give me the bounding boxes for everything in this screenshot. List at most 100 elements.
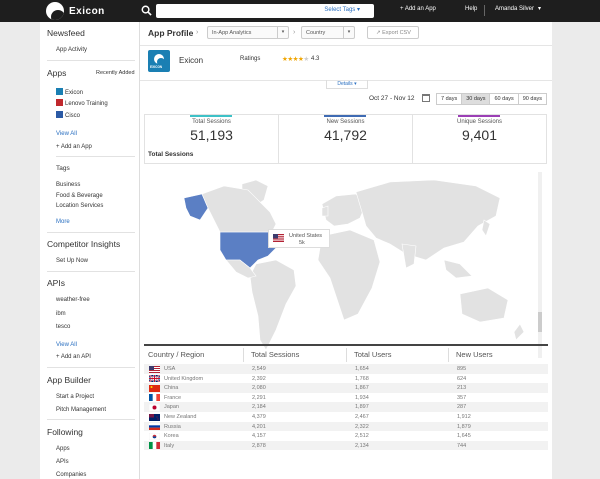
us-flag-icon <box>149 365 160 373</box>
table-row[interactable]: France 2,291 1,934 357 <box>144 393 548 403</box>
table-row[interactable]: Japan 2,184 1,897 287 <box>144 402 548 412</box>
sidebar-heading-apis[interactable]: APIs <box>47 278 65 288</box>
details-label: Details <box>337 81 353 87</box>
table-row[interactable]: Korea 4,157 2,512 1,645 <box>144 431 548 441</box>
cn-flag-icon <box>149 384 160 392</box>
canada-shape <box>201 185 277 233</box>
stat-value: 51,193 <box>190 127 233 143</box>
map-scrollbar[interactable] <box>538 172 542 358</box>
table-row[interactable]: China 2,080 1,867 213 <box>144 383 548 393</box>
uk-flag-icon <box>149 375 160 383</box>
tag-food-beverage[interactable]: Food & Beverage <box>56 193 103 199</box>
cell-total-users: 2,322 <box>355 423 369 430</box>
world-map[interactable] <box>144 164 546 361</box>
following-companies-link[interactable]: Companies <box>56 472 87 478</box>
column-header-country[interactable]: Country / Region <box>148 350 205 359</box>
export-csv-label: Export CSV <box>382 30 411 36</box>
help-link[interactable]: Help <box>465 6 478 12</box>
details-toggle[interactable]: Details ▾ <box>326 80 368 89</box>
us-flag-icon <box>273 234 284 242</box>
cell-country: Korea <box>164 433 179 440</box>
sidebar-item-api[interactable]: ibm <box>56 311 66 317</box>
rating-value: 4.3 <box>311 56 320 62</box>
india-shape <box>401 243 417 269</box>
table-row[interactable]: Italy 2,878 2,134 744 <box>144 440 548 451</box>
sidebar-item-exicon[interactable]: Exicon <box>56 88 83 96</box>
star-icon: ★ <box>282 56 288 63</box>
cell-total-sessions: 4,157 <box>252 433 266 440</box>
country-dropdown[interactable]: Country ▾ <box>301 26 355 39</box>
cell-total-users: 1,654 <box>355 366 369 372</box>
stat-label: New Sessions <box>326 119 365 125</box>
cell-new-users: 213 <box>457 385 467 392</box>
more-tags-link[interactable]: More <box>56 219 70 225</box>
column-header-total-users[interactable]: Total Users <box>354 350 392 359</box>
app-name: Exicon <box>179 56 204 65</box>
main-content: App Profile › In-App Analytics ▾ › Count… <box>140 22 552 479</box>
column-header-new-users[interactable]: New Users <box>456 350 493 359</box>
range-7-days-button[interactable]: 7 days <box>436 93 463 105</box>
tags-heading: Tags <box>56 165 70 172</box>
star-icon: ★ <box>292 56 299 63</box>
scrollbar-thumb[interactable] <box>538 312 542 332</box>
sidebar-heading-following[interactable]: Following <box>47 427 83 437</box>
cell-new-users: 1,879 <box>457 423 471 430</box>
sidebar-item-api[interactable]: weather-free <box>56 297 90 303</box>
tag-business[interactable]: Business <box>56 182 81 188</box>
add-api-link[interactable]: + Add an API <box>56 354 91 360</box>
chevron-down-icon: ▾ <box>343 27 354 38</box>
sidebar-item-cisco[interactable]: Cisco <box>56 111 80 119</box>
sidebar-item-label: Exicon <box>65 90 84 96</box>
sidebar-item-app-activity[interactable]: App Activity <box>56 47 88 53</box>
chevron-right-icon: › <box>196 29 199 36</box>
stat-color-bar <box>458 115 500 117</box>
sidebar-heading-app-builder[interactable]: App Builder <box>47 375 91 385</box>
ratings-label: Ratings <box>240 56 261 62</box>
tag-location-services[interactable]: Location Services <box>56 203 104 209</box>
set-up-now-link[interactable]: Set Up Now <box>56 258 89 264</box>
search-icon[interactable] <box>141 5 152 16</box>
sidebar-item-label: Cisco <box>65 113 81 119</box>
column-header-total-sessions[interactable]: Total Sessions <box>251 350 300 359</box>
add-app-link[interactable]: + Add an App <box>400 6 436 12</box>
exicon-logo[interactable]: Exicon <box>46 2 105 20</box>
following-apis-link[interactable]: APIs <box>56 459 69 465</box>
chevron-down-icon: ▾ <box>277 27 288 38</box>
add-app-link[interactable]: + Add an App <box>56 144 92 150</box>
following-apps-link[interactable]: Apps <box>56 446 70 452</box>
pitch-management-link[interactable]: Pitch Management <box>56 407 107 413</box>
user-menu[interactable]: Amanda Silver <box>495 6 535 12</box>
view-all-apps-link[interactable]: View All <box>56 131 77 137</box>
sidebar-heading-competitor-insights[interactable]: Competitor Insights <box>47 239 121 249</box>
chevron-down-icon[interactable]: ▾ <box>538 6 542 12</box>
range-60-days-button[interactable]: 60 days <box>489 93 519 105</box>
top-navigation-bar: Exicon Select Tags + Add an App Help Ama… <box>0 0 600 22</box>
country-dropdown-value: Country <box>306 30 326 36</box>
cell-total-sessions: 2,392 <box>252 375 266 382</box>
table-row[interactable]: Russia 4,201 2,322 1,879 <box>144 421 548 432</box>
column-divider <box>448 348 449 362</box>
range-90-days-button[interactable]: 90 days <box>517 93 548 105</box>
table-row[interactable]: New Zealand 4,379 2,467 1,912 <box>144 412 548 422</box>
table-row[interactable]: USA 2,549 1,654 895 <box>144 364 548 374</box>
sidebar-heading-newsfeed[interactable]: Newsfeed <box>47 28 85 38</box>
select-tags-dropdown[interactable]: Select Tags <box>324 6 360 13</box>
view-all-apis-link[interactable]: View All <box>56 342 77 348</box>
analytics-dropdown[interactable]: In-App Analytics ▾ <box>207 26 289 39</box>
range-30-days-button[interactable]: 30 days <box>461 93 491 105</box>
export-csv-button[interactable]: ↗ Export CSV <box>367 26 419 39</box>
page-title: App Profile <box>148 28 194 38</box>
table-row[interactable]: United Kingdom 2,392 1,768 624 <box>144 374 548 384</box>
start-project-link[interactable]: Start a Project <box>56 394 95 400</box>
cell-new-users: 1,912 <box>457 414 471 420</box>
logo-text: Exicon <box>69 5 105 17</box>
search-input[interactable]: Select Tags <box>156 4 374 18</box>
sidebar-item-lenovo-training[interactable]: Lenovo Training <box>56 99 108 107</box>
sidebar-heading-apps[interactable]: Apps <box>47 68 67 78</box>
cell-new-users: 744 <box>457 442 467 449</box>
australia-shape <box>459 287 509 323</box>
stat-label: Unique Sessions <box>456 119 503 125</box>
exicon-logo-icon <box>46 2 64 20</box>
calendar-icon[interactable] <box>422 94 430 102</box>
sidebar-item-api[interactable]: tesco <box>56 324 71 330</box>
